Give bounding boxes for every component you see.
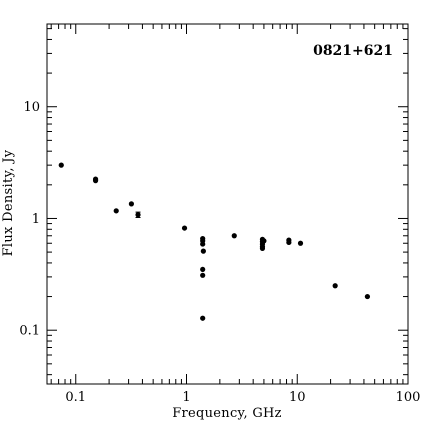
data-point — [200, 315, 206, 321]
data-point — [135, 212, 141, 218]
data-point — [58, 162, 64, 168]
source-label: 0821+621 — [313, 43, 393, 59]
data-point — [92, 178, 99, 184]
data-point — [113, 208, 119, 214]
data-point — [200, 241, 206, 247]
y-tick-label: 1 — [32, 212, 40, 227]
data-point — [200, 266, 206, 273]
data-point — [200, 248, 206, 254]
tick-labels: 0.1 1 10 100 0.1 1 10 — [19, 100, 420, 405]
data-point — [259, 245, 266, 251]
x-tick-label: 1 — [182, 390, 190, 405]
data-point — [231, 233, 237, 239]
data-point — [181, 225, 188, 231]
data-point — [200, 272, 206, 278]
data-point — [128, 201, 134, 207]
data-points — [58, 162, 371, 321]
data-point — [297, 240, 304, 246]
x-tick-label: 0.1 — [65, 390, 86, 405]
y-tick-label: 0.1 — [19, 324, 40, 339]
x-axis-label: Frequency, GHz — [172, 406, 282, 421]
data-point — [286, 239, 292, 246]
x-tick-label: 10 — [289, 390, 306, 405]
axis-ticks — [47, 24, 409, 384]
y-tick-label: 10 — [23, 100, 40, 115]
plot-frame — [46, 23, 409, 385]
data-point — [364, 293, 371, 300]
x-tick-label: 100 — [396, 390, 421, 405]
data-point — [332, 283, 338, 289]
data-point — [261, 238, 267, 244]
y-axis-label: Flux Density, Jy — [1, 149, 16, 256]
